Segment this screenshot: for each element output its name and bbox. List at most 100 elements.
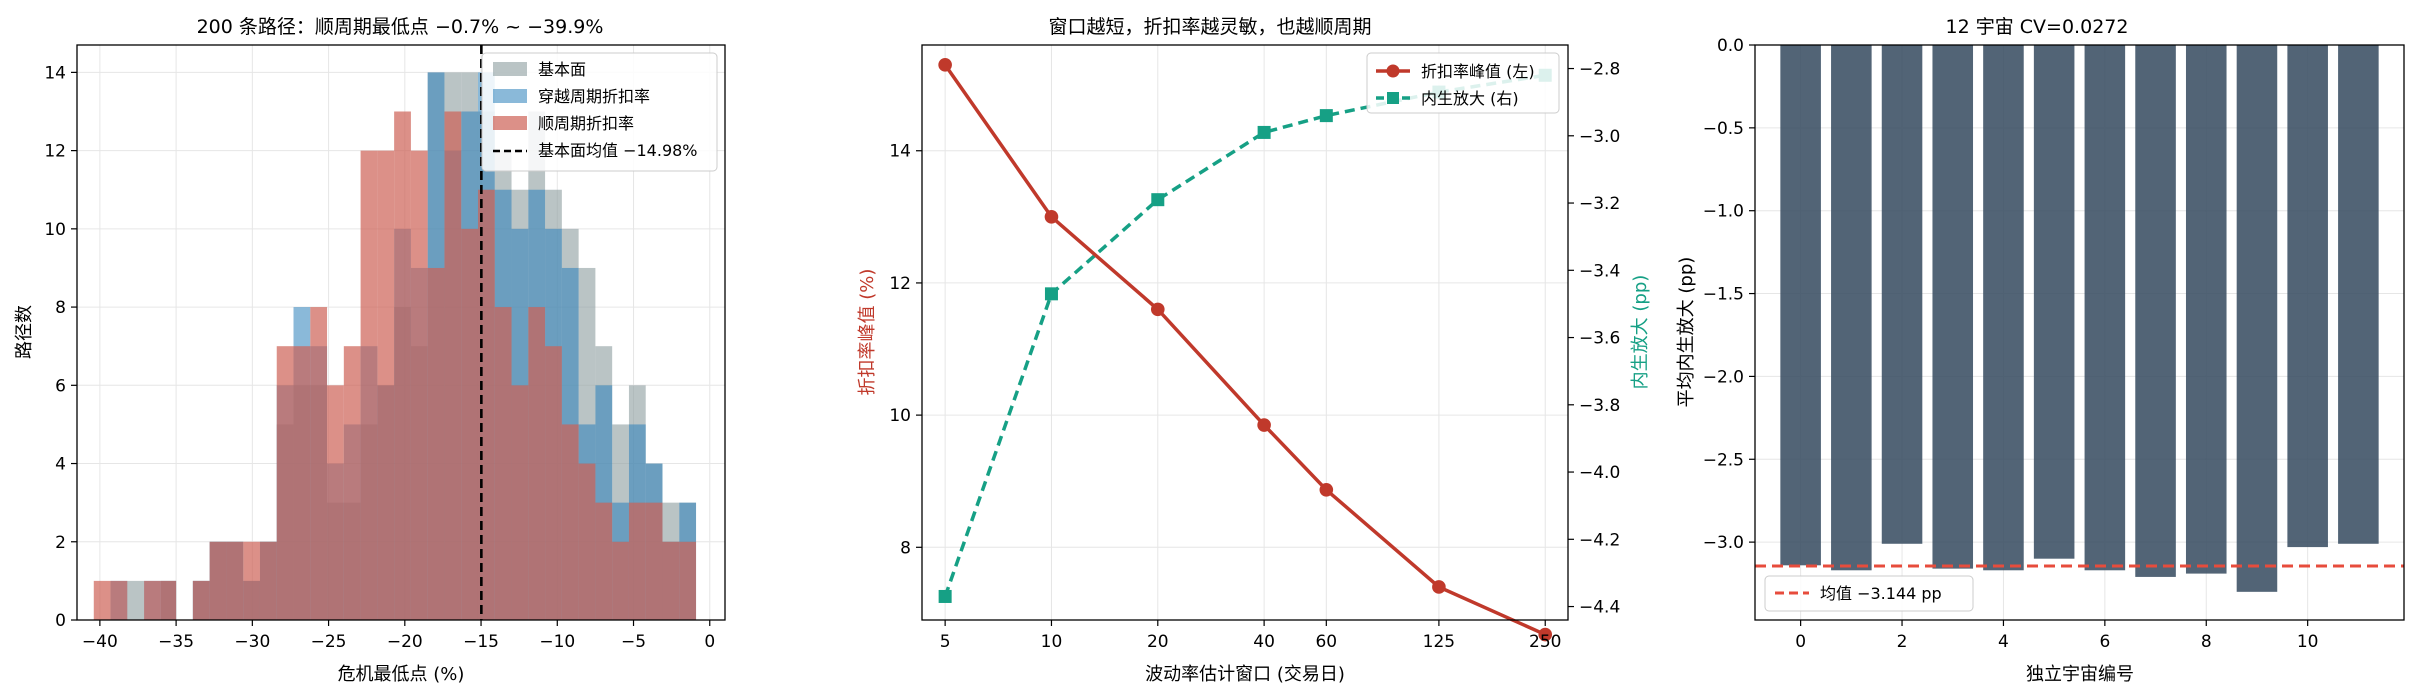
hist-x-tick-label: −40 <box>82 632 118 652</box>
hist-y-tick-label: 8 <box>55 298 66 318</box>
discount-peak-point <box>1044 210 1059 224</box>
line-ylabel-right: 内生放大 (pp) <box>1630 275 1651 390</box>
line-y-right-tick-label: −3.8 <box>1579 396 1620 416</box>
discount-peak-point <box>1538 627 1553 642</box>
line-y-right-tick-label: −3.2 <box>1579 194 1620 214</box>
universe-xlabel: 独立宇宙编号 <box>2026 664 2134 685</box>
hist-bar-pro-cycle <box>192 580 210 620</box>
hist-y-tick-label: 12 <box>44 142 66 162</box>
universe-bar <box>2287 45 2328 548</box>
hist-bar-pro-cycle <box>679 541 697 620</box>
hist-y-tick-label: 0 <box>55 611 66 631</box>
panel-universes: 12 宇宙 CV=0.0272 0 2 4 6 8 10 0.0 −0.5 −1.0 −1.5 −2… <box>1676 16 2405 685</box>
legend-label-fundamental: 基本面 <box>538 60 586 79</box>
line-y-right-tick-label: −2.8 <box>1579 60 1620 80</box>
discount-peak-point <box>1432 580 1446 594</box>
line-axes: 5 10 20 40 60 125 250 8 10 12 14 −4.4 −4.2 −4.0 −3.8 −3… <box>889 60 1620 652</box>
line-y-right-tick-label: −4.2 <box>1579 530 1620 550</box>
line-x-tick-label: 250 <box>1529 632 1561 652</box>
hist-bar-pro-cycle <box>662 541 680 620</box>
hist-y-tick-label: 4 <box>55 455 66 475</box>
universe-bar <box>1983 45 2024 571</box>
hist-bar-pro-cycle <box>310 307 328 620</box>
hist-bar-pro-cycle <box>427 267 445 620</box>
endogenous-amplification-point <box>1257 125 1271 139</box>
hist-bar-pro-cycle <box>612 541 629 620</box>
line-xlabel: 波动率估计窗口 (交易日) <box>1145 664 1345 685</box>
universe-bar <box>1780 45 1821 566</box>
hist-bar-pro-cycle <box>578 463 596 620</box>
line-plot-frame <box>921 44 1569 621</box>
universe-bar <box>1881 45 1923 544</box>
universe-bar <box>1932 45 1974 569</box>
universe-axes: 0 2 4 6 8 10 0.0 −0.5 −1.0 −1.5 −2.0 −2.5 −3.0 <box>1703 36 2319 652</box>
hist-xlabel: 危机最低点 (%) <box>338 664 465 685</box>
line-y-right-tick-label: −4.4 <box>1579 598 1620 618</box>
hist-bar-pro-cycle <box>360 150 378 620</box>
line-series <box>938 58 1553 642</box>
panel-histogram: 200 条路径：顺周期最低点 −0.7% ~ −39.9% −40 −35 −30−… <box>14 16 726 685</box>
hist-x-tick-label: −25 <box>311 632 347 652</box>
hist-bar-pro-cycle <box>243 541 260 620</box>
hist-bar-pro-cycle <box>226 541 244 620</box>
universe-y-tick-label: −1.0 <box>1703 202 1744 222</box>
hist-legend-box <box>481 52 718 172</box>
universe-x-tick-label: 2 <box>1897 632 1908 652</box>
hist-x-tick-label: −30 <box>234 632 270 652</box>
legend-swatch-pro-cycle <box>493 116 527 130</box>
universe-y-tick-label: −2.0 <box>1703 367 1744 387</box>
legend-marker-discount <box>1386 64 1400 78</box>
hist-x-tick-label: −5 <box>621 632 646 652</box>
line-x-tick-label: 125 <box>1423 632 1455 652</box>
discount-peak-point <box>938 58 952 72</box>
line-y-right-tick-label: −4.0 <box>1579 463 1620 483</box>
line-x-tick-label: 40 <box>1253 632 1275 652</box>
legend-label-through-cycle: 穿越周期折扣率 <box>538 87 650 106</box>
discount-peak-point <box>1150 302 1165 317</box>
universe-y-tick-label: −2.5 <box>1703 450 1744 470</box>
universe-bar <box>2338 45 2379 544</box>
universe-plot-frame <box>1754 44 2405 621</box>
hist-legend: 基本面 穿越周期折扣率 顺周期折扣率 基本面均值 −14.98% <box>481 52 718 172</box>
hist-x-tick-label: −15 <box>463 632 499 652</box>
line-x-tick-label: 5 <box>940 632 951 652</box>
legend-swatch-through-cycle <box>493 89 527 103</box>
hist-bar-fundamental <box>127 580 145 620</box>
hist-bar-pro-cycle <box>595 502 613 620</box>
hist-y-tick-label: 10 <box>44 220 66 240</box>
hist-axes: −40 −35 −30 −25 −20 −15 −10 −5 0 0 2 4 6 8 10 12 14 <box>44 63 715 652</box>
universe-bar <box>2033 45 2075 559</box>
hist-x-tick-label: −35 <box>158 632 194 652</box>
universe-y-tick-label: 0.0 <box>1717 36 1744 56</box>
universe-y-tick-label: −1.5 <box>1703 285 1744 305</box>
legend-swatch-fundamental <box>493 62 527 76</box>
universe-bar <box>2135 45 2176 577</box>
hist-plot-frame <box>76 44 726 621</box>
hist-bar-pro-cycle <box>561 424 579 620</box>
hist-bar-pro-cycle <box>144 580 161 620</box>
line-y-right-tick-label: −3.4 <box>1579 261 1620 281</box>
universe-ylabel: 平均内生放大 (pp) <box>1676 257 1697 408</box>
line-y-left-tick-label: 14 <box>889 142 911 162</box>
hist-bar-pro-cycle <box>461 228 478 620</box>
hist-bar-pro-cycle <box>209 541 227 620</box>
line-legend-box <box>1366 52 1560 114</box>
hist-bars <box>93 72 697 621</box>
hist-bar-pro-cycle <box>377 150 395 620</box>
hist-bar-pro-cycle <box>259 541 277 620</box>
universe-x-tick-label: 10 <box>2297 632 2319 652</box>
discount-peak-point <box>1257 418 1271 432</box>
universe-bar <box>2084 45 2126 571</box>
universe-title: 12 宇宙 CV=0.0272 <box>1946 16 2129 38</box>
discount-peak-point <box>1319 482 1334 497</box>
universe-bar <box>1831 45 1872 571</box>
hist-bar-pro-cycle <box>494 307 512 620</box>
legend-label-universe-mean: 均值 −3.144 pp <box>1820 584 1942 603</box>
line-y-right-tick-label: −3.6 <box>1579 329 1620 349</box>
universe-legend-box <box>1764 575 1974 612</box>
line-y-left-tick-label: 12 <box>889 274 911 294</box>
legend-label-pro-cycle: 顺周期折扣率 <box>538 114 634 133</box>
universe-bar <box>2236 45 2278 592</box>
legend-label-discount: 折扣率峰值 (左) <box>1421 62 1535 81</box>
